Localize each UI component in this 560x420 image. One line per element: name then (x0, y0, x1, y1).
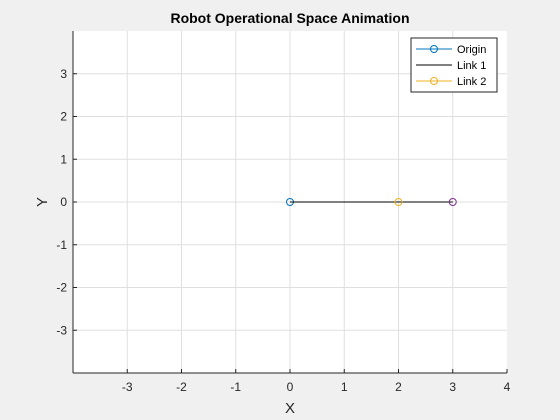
x-axis-label: X (285, 400, 295, 417)
plot-area (286, 198, 457, 206)
x-tick-label: -1 (230, 380, 241, 394)
point-end-effector (448, 198, 457, 206)
x-tick-label: 3 (449, 380, 456, 394)
point-link-2 (394, 198, 403, 206)
y-tick-label: -1 (56, 238, 67, 252)
x-tick-label: 1 (341, 380, 348, 394)
legend-entry-link-2: Link 2 (416, 76, 486, 88)
y-tick-label: 3 (60, 67, 67, 81)
y-tick-label: 2 (60, 110, 67, 124)
legend-label: Link 1 (457, 60, 486, 72)
y-tick-label: 1 (60, 152, 67, 166)
y-tick-label: -3 (56, 323, 67, 337)
x-tick-label: -2 (176, 380, 187, 394)
legend-label: Origin (457, 44, 486, 56)
x-tick-label: 4 (504, 380, 511, 394)
x-tick-label: 2 (395, 380, 402, 394)
legend-swatch-marker (430, 77, 438, 85)
x-tick-label: -3 (122, 380, 133, 394)
legend-entry-origin: Origin (416, 44, 486, 56)
legend-entry-link-1: Link 1 (416, 60, 486, 72)
y-tick-label: 0 (60, 195, 67, 209)
y-axis-label: Y (34, 197, 51, 207)
x-tick-label: 0 (287, 380, 294, 394)
legend[interactable]: Origin Link 1 Link 2 (410, 37, 498, 93)
legend-label: Link 2 (457, 76, 486, 88)
legend-swatch-marker (430, 45, 438, 53)
y-tick-label: -2 (56, 281, 67, 295)
ticks: -3 -2 -1 0 1 2 3 4 -3 -2 -1 0 1 2 3 (56, 67, 510, 394)
chart-title: Robot Operational Space Animation (170, 10, 409, 26)
